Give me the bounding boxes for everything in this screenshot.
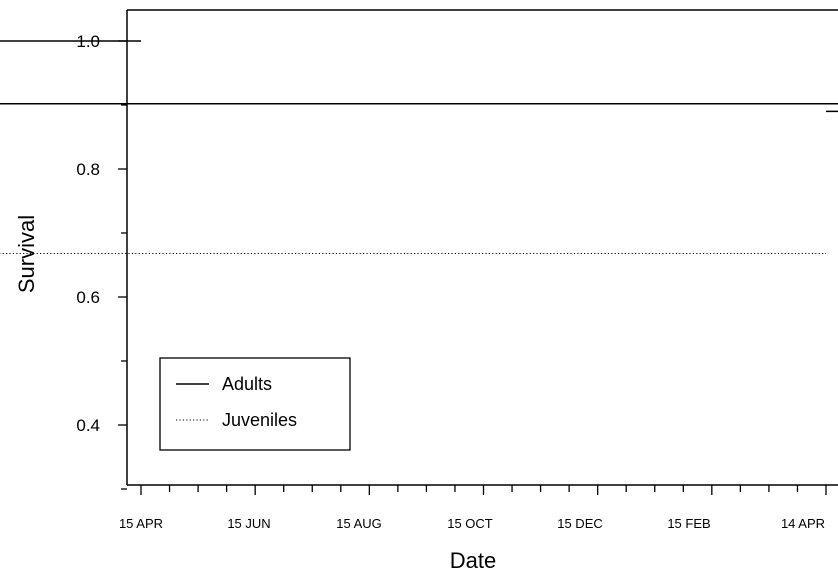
legend-label-adults: Adults xyxy=(222,374,272,394)
y-ticks: 0.40.60.81.0 xyxy=(76,32,127,490)
y-tick-label: 0.6 xyxy=(76,288,100,307)
x-tick-label: 15 APR xyxy=(119,516,163,531)
y-axis-title: Survival xyxy=(14,215,39,293)
x-tick-label: 15 FEB xyxy=(667,516,710,531)
legend-label-juveniles: Juveniles xyxy=(222,410,297,430)
series-layer xyxy=(0,40,838,255)
legend-box xyxy=(159,357,351,451)
x-tick-label: 15 JUN xyxy=(227,516,270,531)
x-tick-label: 15 DEC xyxy=(557,516,603,531)
x-ticks: 15 APR 15 JUN 15 AUG 15 OCT 15 DEC 15 FEB 14 A… xyxy=(119,485,827,531)
series-line-juveniles xyxy=(0,40,827,255)
x-tick-label: 14 APR xyxy=(781,516,825,531)
y-tick-label: 0.8 xyxy=(76,160,100,179)
legend: Adults Juveniles xyxy=(159,357,351,451)
y-tick-label: 0.4 xyxy=(76,416,100,435)
x-axis-title: Date xyxy=(450,548,496,573)
x-tick-label: 15 AUG xyxy=(336,516,382,531)
x-tick-label: 15 OCT xyxy=(447,516,493,531)
series-line-adults xyxy=(0,40,838,113)
